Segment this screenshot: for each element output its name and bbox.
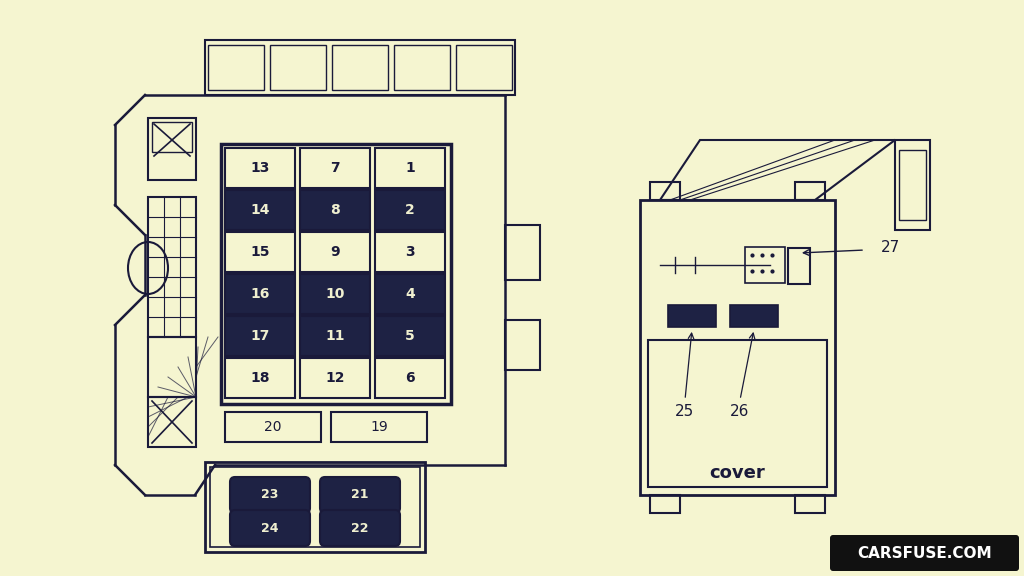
Bar: [375, 148, 445, 188]
Text: 27: 27: [881, 241, 900, 256]
Bar: [225, 358, 295, 398]
Bar: [795, 495, 825, 513]
Text: 14: 14: [250, 203, 269, 217]
Text: 11: 11: [326, 329, 345, 343]
Bar: [225, 190, 295, 230]
Bar: [650, 182, 680, 200]
Bar: [505, 225, 540, 280]
Bar: [225, 316, 295, 356]
Bar: [221, 144, 451, 404]
Bar: [152, 122, 193, 152]
Bar: [225, 148, 295, 188]
Bar: [650, 495, 680, 513]
Text: 12: 12: [326, 371, 345, 385]
Bar: [225, 412, 321, 442]
Text: 16: 16: [250, 287, 269, 301]
Text: 23: 23: [261, 488, 279, 502]
Text: 10: 10: [326, 287, 345, 301]
Bar: [332, 45, 388, 90]
Bar: [375, 190, 445, 230]
Bar: [456, 45, 512, 90]
Bar: [788, 248, 810, 284]
Bar: [899, 150, 926, 220]
Bar: [505, 320, 540, 370]
FancyBboxPatch shape: [319, 510, 400, 546]
Text: 1: 1: [406, 161, 415, 175]
Text: 21: 21: [351, 488, 369, 502]
Bar: [148, 337, 196, 397]
Text: 5: 5: [406, 329, 415, 343]
Text: 4: 4: [406, 287, 415, 301]
Bar: [895, 140, 930, 230]
Text: CARSFUSE.COM: CARSFUSE.COM: [857, 545, 992, 560]
Bar: [394, 45, 450, 90]
Bar: [300, 274, 370, 314]
Text: cover: cover: [710, 464, 765, 482]
Bar: [300, 190, 370, 230]
Text: 25: 25: [676, 404, 694, 419]
Text: 17: 17: [250, 329, 269, 343]
Text: 13: 13: [250, 161, 269, 175]
Bar: [148, 397, 196, 447]
Bar: [648, 340, 827, 487]
Bar: [300, 358, 370, 398]
Bar: [225, 274, 295, 314]
FancyBboxPatch shape: [230, 510, 310, 546]
Bar: [375, 274, 445, 314]
Bar: [148, 197, 196, 337]
FancyBboxPatch shape: [230, 477, 310, 513]
Text: 2: 2: [406, 203, 415, 217]
Text: 24: 24: [261, 521, 279, 535]
Bar: [795, 182, 825, 200]
Text: 6: 6: [406, 371, 415, 385]
Bar: [668, 305, 716, 327]
Bar: [745, 247, 785, 283]
Text: 3: 3: [406, 245, 415, 259]
Bar: [640, 200, 835, 495]
Bar: [148, 118, 196, 180]
Bar: [205, 462, 425, 552]
Bar: [205, 40, 515, 95]
FancyBboxPatch shape: [319, 477, 400, 513]
Bar: [270, 45, 326, 90]
Bar: [208, 45, 264, 90]
Bar: [730, 305, 778, 327]
Text: 9: 9: [330, 245, 340, 259]
Bar: [300, 316, 370, 356]
Text: 18: 18: [250, 371, 269, 385]
Bar: [375, 316, 445, 356]
Bar: [225, 232, 295, 272]
Text: 19: 19: [370, 420, 388, 434]
Bar: [375, 232, 445, 272]
FancyBboxPatch shape: [830, 535, 1019, 571]
Bar: [300, 232, 370, 272]
Text: 26: 26: [730, 404, 750, 419]
Text: 8: 8: [330, 203, 340, 217]
Text: 15: 15: [250, 245, 269, 259]
Bar: [300, 148, 370, 188]
Bar: [210, 467, 420, 547]
Bar: [375, 358, 445, 398]
Text: 7: 7: [330, 161, 340, 175]
Text: 22: 22: [351, 521, 369, 535]
Bar: [331, 412, 427, 442]
Text: 20: 20: [264, 420, 282, 434]
